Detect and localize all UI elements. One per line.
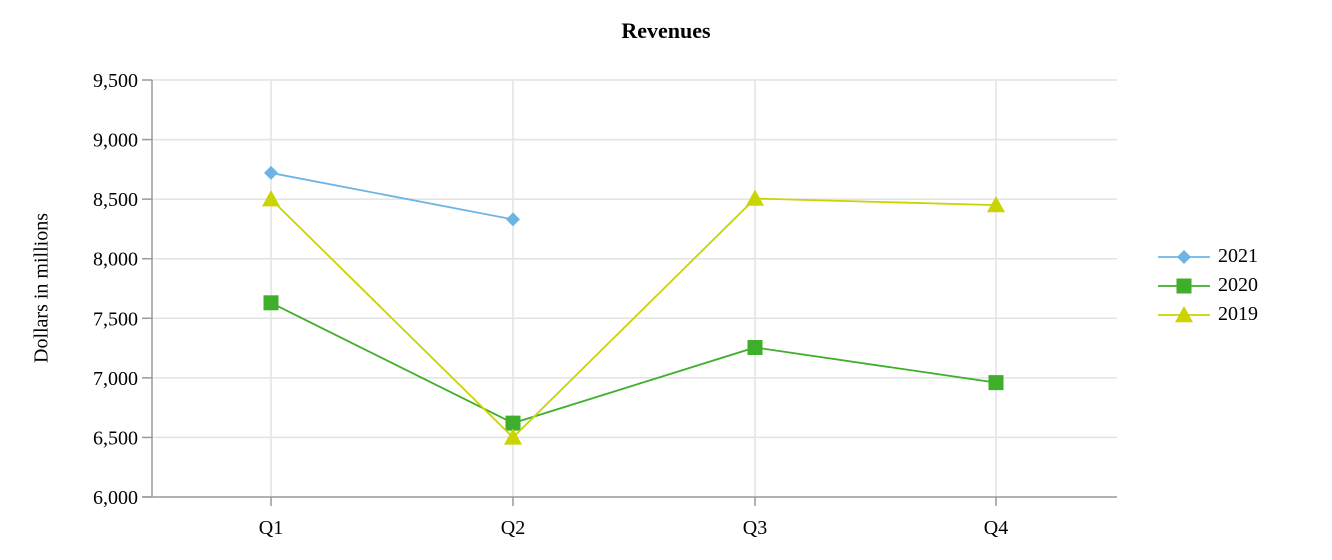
series-line: [270, 197, 997, 439]
x-tick-label: Q3: [743, 517, 767, 539]
x-tick-label: Q2: [501, 517, 525, 539]
y-tick-label: 9,500: [93, 70, 138, 92]
legend-marker: [1177, 249, 1191, 264]
legend-marker: [1175, 305, 1193, 322]
data-point: [262, 190, 280, 207]
data-point: [504, 428, 522, 445]
x-tick-label: Q4: [984, 517, 1008, 539]
series-2019: [262, 189, 1005, 445]
y-tick-label: 6,500: [93, 427, 138, 449]
y-tick-label: 8,500: [93, 189, 138, 211]
data-point: [263, 295, 279, 311]
series-line: [270, 172, 514, 221]
legend-item-2021[interactable]: 2021: [1158, 242, 1258, 271]
data-point: [988, 375, 1004, 391]
x-tick-label: Q1: [259, 517, 283, 539]
legend-swatch: [1158, 305, 1210, 322]
legend-label: 2021: [1218, 245, 1258, 267]
series-2021: [264, 165, 520, 227]
legend-label: 2020: [1218, 274, 1258, 296]
legend-marker: [1176, 278, 1192, 293]
data-point: [505, 415, 521, 431]
data-point: [987, 196, 1005, 213]
data-point: [746, 189, 764, 206]
y-tick-label: 9,000: [93, 130, 138, 152]
data-point: [747, 339, 763, 355]
legend-swatch: [1158, 249, 1210, 264]
series-line: [270, 301, 997, 425]
legend-swatch: [1158, 278, 1210, 293]
series-2020: [263, 295, 1004, 431]
y-tick-label: 8,000: [93, 249, 138, 271]
data-point: [506, 212, 520, 227]
legend-item-2020[interactable]: 2020: [1158, 271, 1258, 300]
legend-label: 2019: [1218, 303, 1258, 325]
chart-title: Revenues: [621, 18, 711, 43]
y-tick-label: 7,000: [93, 368, 138, 390]
y-tick-label: 6,000: [93, 487, 138, 509]
legend: 2021 2020 2019: [1158, 242, 1258, 329]
data-point: [264, 165, 278, 180]
legend-item-2019[interactable]: 2019: [1158, 300, 1258, 329]
y-tick-label: 7,500: [93, 308, 138, 330]
